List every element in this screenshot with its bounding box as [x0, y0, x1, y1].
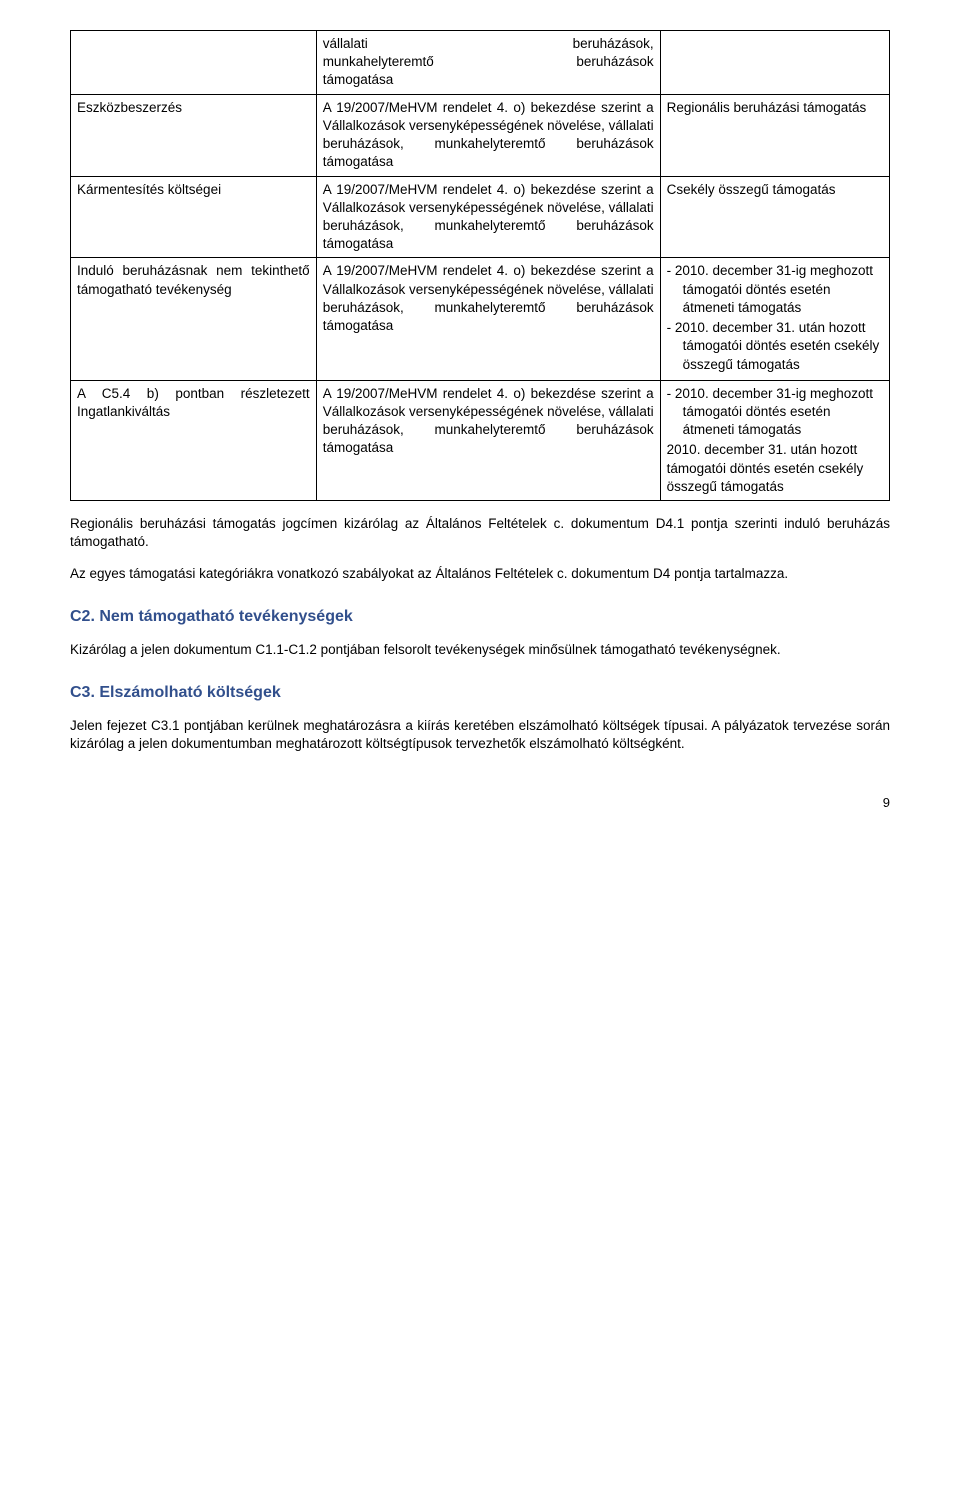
cell-right: 2010. december 31-ig meghozott támogatói…	[660, 380, 889, 500]
support-categories-table: vállalatimunkahelyteremtőtámogatása beru…	[70, 30, 890, 501]
cell-left: Eszközbeszerzés	[71, 94, 317, 176]
list-item: 2010. december 31. után hozott támogatói…	[667, 441, 883, 496]
table-row: vállalatimunkahelyteremtőtámogatása beru…	[71, 31, 890, 95]
list-item: 2010. december 31-ig meghozott támogatói…	[667, 262, 883, 317]
table-row: Kármentesítés költségei A 19/2007/MeHVM …	[71, 176, 890, 258]
cell-right: 2010. december 31-ig meghozott támogatói…	[660, 258, 889, 380]
cell-left	[71, 31, 317, 95]
cell-left: A C5.4 b) pontban részletezett Ingatlank…	[71, 380, 317, 500]
paragraph: Kizárólag a jelen dokumentum C1.1-C1.2 p…	[70, 641, 890, 659]
paragraph: Regionális beruházási támogatás jogcímen…	[70, 515, 890, 551]
cell-mid: A 19/2007/MeHVM rendelet 4. o) bekezdése…	[316, 176, 660, 258]
cell-right: Csekély összegű támogatás	[660, 176, 889, 258]
cell-left: Induló beruházásnak nem tekinthető támog…	[71, 258, 317, 380]
cell-left: Kármentesítés költségei	[71, 176, 317, 258]
paragraph: Az egyes támogatási kategóriákra vonatko…	[70, 565, 890, 583]
cell-mid: A 19/2007/MeHVM rendelet 4. o) bekezdése…	[316, 258, 660, 380]
cell-right: Regionális beruházási támogatás	[660, 94, 889, 176]
list-item: 2010. december 31-ig meghozott támogatói…	[667, 385, 883, 440]
cell-mid: A 19/2007/MeHVM rendelet 4. o) bekezdése…	[316, 94, 660, 176]
table-row: A C5.4 b) pontban részletezett Ingatlank…	[71, 380, 890, 500]
page-number: 9	[70, 794, 890, 812]
section-heading-c3: C3. Elszámolható költségek	[70, 682, 890, 704]
cell-mid: vállalatimunkahelyteremtőtámogatása beru…	[316, 31, 660, 95]
paragraph: Jelen fejezet C3.1 pontjában kerülnek me…	[70, 717, 890, 753]
list-item: 2010. december 31. után hozott támogatói…	[667, 319, 883, 374]
cell-right	[660, 31, 889, 95]
table-row: Eszközbeszerzés A 19/2007/MeHVM rendelet…	[71, 94, 890, 176]
table-row: Induló beruházásnak nem tekinthető támog…	[71, 258, 890, 380]
section-heading-c2: C2. Nem támogatható tevékenységek	[70, 606, 890, 628]
cell-mid: A 19/2007/MeHVM rendelet 4. o) bekezdése…	[316, 380, 660, 500]
